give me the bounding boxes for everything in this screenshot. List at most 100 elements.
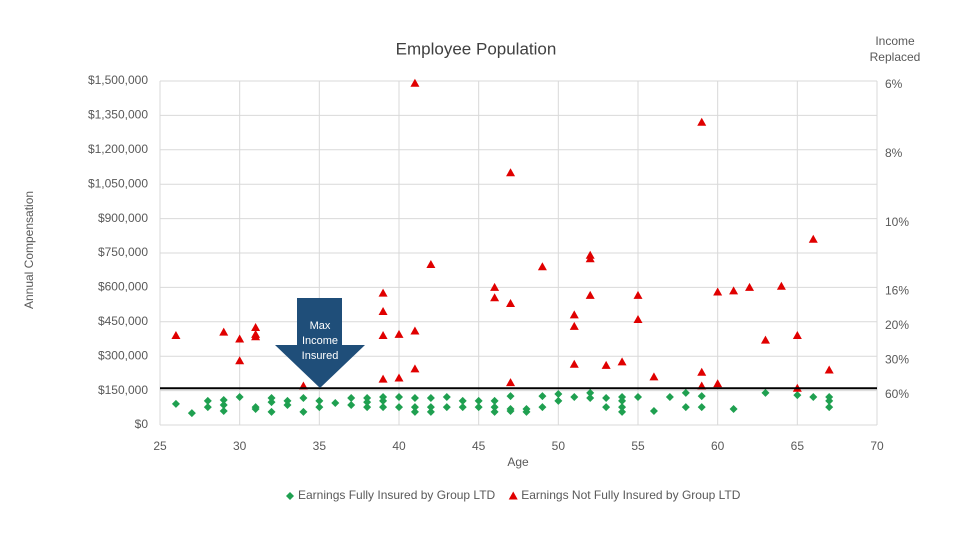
point [299,407,308,416]
point [713,379,723,388]
y-tick-label: $1,350,000 [88,108,148,122]
point [522,407,531,416]
point [745,282,755,291]
point [729,404,738,413]
point [474,403,483,412]
y-tick-label: $0 [135,417,149,431]
x-tick-label: 40 [392,439,406,453]
x-tick-label: 50 [552,439,566,453]
point [538,392,547,401]
legend-label: Earnings Not Fully Insured by Group LTD [521,488,741,502]
point [219,396,228,405]
point [633,315,643,324]
point [235,334,245,343]
point [490,293,500,302]
point [586,393,595,402]
y-tick-label: $600,000 [98,280,148,294]
y-tick-label: $1,200,000 [88,142,148,156]
point [267,393,276,402]
point [585,254,595,263]
point [347,393,356,402]
point [569,321,579,330]
point [219,401,228,410]
point [776,281,786,290]
chart-title: Employee Population [396,39,557,58]
point [410,407,419,416]
x-axis-title: Age [507,455,529,469]
y-tick-label: $1,500,000 [88,73,148,87]
point [363,403,372,412]
point [729,286,739,295]
point [331,398,340,407]
point [379,403,388,412]
point [474,396,483,405]
point [203,396,212,405]
point [506,378,516,387]
point [410,393,419,402]
y2-tick-label: 8% [885,146,903,160]
point [378,288,388,297]
y2-tick-label: 30% [885,352,909,366]
point [649,372,659,381]
point [426,259,436,268]
point [490,407,499,416]
point [410,78,420,87]
point [808,234,818,243]
y2-axis-title: Income Replaced [869,34,921,64]
point [554,390,563,399]
point [809,393,818,402]
point [490,403,499,412]
point [251,404,260,413]
point [426,407,435,416]
point [825,396,834,405]
point [618,407,627,416]
point [426,393,435,402]
point [506,298,516,307]
point [506,407,515,416]
point [793,391,802,400]
legend-marker [508,491,518,500]
point [633,290,643,299]
point [426,403,435,412]
point [458,403,467,412]
x-tick-label: 45 [472,439,486,453]
point [363,393,372,402]
point [618,403,627,412]
point [537,262,547,271]
point [315,396,324,405]
point [395,403,403,412]
legend-marker [286,492,294,500]
point [171,331,181,340]
point [203,403,212,412]
point [171,399,180,408]
point [824,365,834,374]
point [554,396,563,405]
point [219,407,228,416]
point [378,374,388,383]
y-tick-label: $900,000 [98,211,148,225]
point [760,335,770,344]
x-tick-label: 30 [233,439,247,453]
arrow-shape [275,298,365,388]
point [697,392,706,401]
max-insured-arrow [275,298,365,388]
point [187,409,196,418]
point [394,373,404,382]
point [251,332,261,341]
y-tick-label: $300,000 [98,348,148,362]
y2-tick-label: 20% [885,318,909,332]
point [251,323,261,332]
point [697,367,707,376]
point [410,364,420,373]
annotation: Max Income Insured [301,320,339,362]
y2-tick-label: 10% [885,215,909,229]
y-tick-label: $150,000 [98,383,148,397]
y2-tick-label: 60% [885,387,909,401]
point [570,393,579,402]
y-axis-title: Annual Compensation [22,191,36,309]
y2-tick-label: 16% [885,284,909,298]
y-tick-label: $450,000 [98,314,148,328]
point [506,392,515,401]
